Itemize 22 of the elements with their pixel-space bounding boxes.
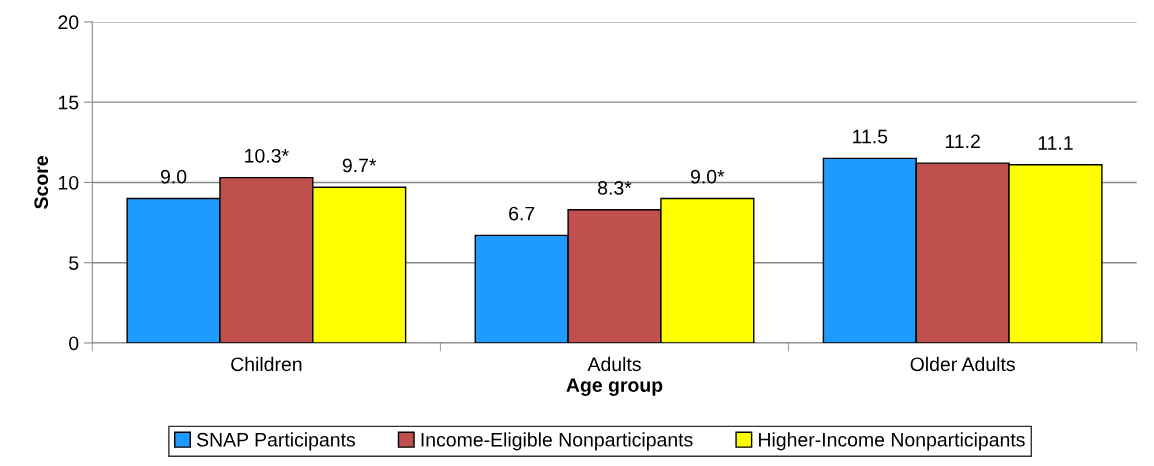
x-tick-label: Children: [231, 356, 302, 372]
data-label: 10.3*: [245, 148, 289, 163]
legend-label: Income-Eligible Nonparticipants: [421, 432, 693, 451]
data-label: 11.1: [1038, 136, 1073, 150]
y-tick-label: 20: [58, 15, 79, 30]
data-label: 6.7: [509, 206, 535, 221]
y-tick-label: 10: [58, 175, 79, 190]
x-tick-label: Older Adults: [910, 356, 1015, 372]
legend-label: SNAP Participants: [196, 432, 355, 451]
data-label: 9.0: [160, 169, 187, 184]
data-label: 9.0*: [690, 169, 725, 184]
x-axis-title: Age group: [566, 378, 663, 396]
data-label: 11.5: [853, 129, 888, 144]
x-tick-label: Adults: [587, 356, 641, 372]
y-axis-title: Score: [34, 156, 49, 209]
y-tick-label: 15: [58, 95, 79, 110]
data-label: 9.7*: [342, 158, 377, 173]
data-label: 11.2: [945, 134, 980, 149]
data-label: 8.3*: [598, 181, 632, 195]
legend-label: Higher-Income Nonparticipants: [759, 432, 1025, 451]
y-tick-label: 5: [69, 256, 79, 270]
y-tick-label: 0: [69, 336, 79, 351]
